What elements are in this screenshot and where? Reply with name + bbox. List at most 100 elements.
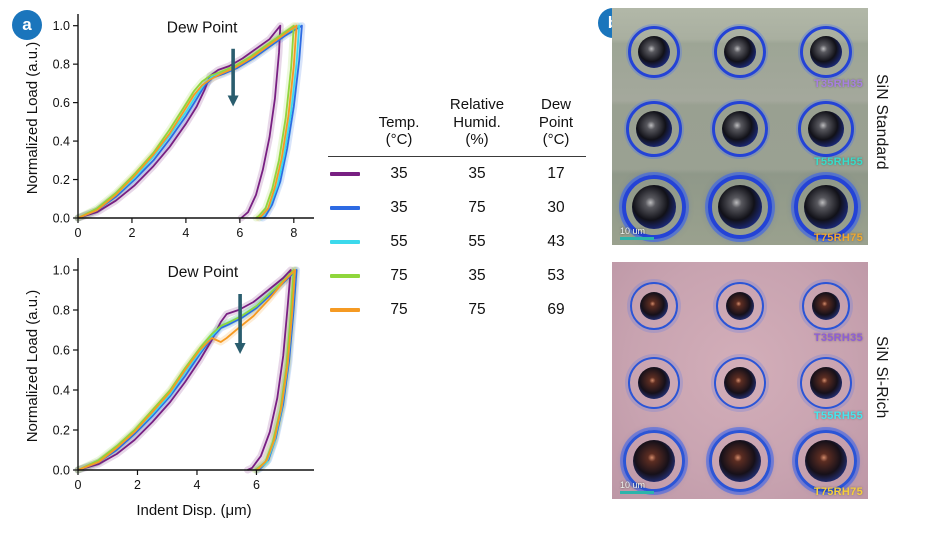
x-axis-title: Indent Disp. (μm) <box>136 502 251 519</box>
y-tick-label: 1.0 <box>53 19 70 33</box>
indent-site-ring <box>626 101 682 157</box>
legend-row: 55 55 43 <box>328 225 586 259</box>
temp-value: 55 <box>390 233 408 251</box>
temp-value: 75 <box>390 267 408 285</box>
indent-site-ring <box>630 282 678 330</box>
indent-crater <box>812 292 840 320</box>
y-axis-title: Normalized Load (a.u.) <box>24 42 41 195</box>
side-label-sin-si-rich: SiN Si-Rich <box>873 336 890 419</box>
x-tick-label: 4 <box>182 226 189 240</box>
indent-crater <box>810 367 842 399</box>
micrograph-sin-standard: 10 um T35RH35 T55RH55 T75RH75 <box>612 8 868 245</box>
y-tick-label: 0.0 <box>53 463 70 477</box>
legend-row: 75 35 53 <box>328 259 586 293</box>
y-tick-label: 0.6 <box>53 343 70 357</box>
dewpoint-value: 43 <box>547 233 565 251</box>
scale-bar-label: 10 um <box>620 480 646 490</box>
y-tick-label: 1.0 <box>53 263 70 277</box>
dew-point-annotation: Dew Point <box>167 19 238 36</box>
series-line-T35RH75 <box>77 24 303 219</box>
humidity-value: 75 <box>468 301 486 319</box>
indent-site-ring <box>798 101 854 157</box>
legend-header-row: Temp. (°C) Relative Humid. (%) Dew Point… <box>328 96 586 158</box>
x-tick-label: 2 <box>134 478 141 492</box>
series-swatch <box>330 274 360 278</box>
indent-site-ring <box>802 282 850 330</box>
y-axis-title: Normalized Load (a.u.) <box>24 290 41 443</box>
y-tick-label: 0.8 <box>53 303 70 317</box>
indent-crater <box>632 185 676 229</box>
humidity-value: 35 <box>468 165 486 183</box>
x-tick-label: 0 <box>75 478 82 492</box>
indent-site-ring <box>795 430 857 492</box>
indent-crater <box>638 367 670 399</box>
y-tick-label: 0.2 <box>53 173 70 187</box>
indent-crater <box>718 185 762 229</box>
indent-site-ring <box>628 357 680 409</box>
dewpoint-value: 69 <box>547 301 565 319</box>
indent-crater <box>636 111 672 147</box>
indent-crater <box>719 440 761 482</box>
series-swatch <box>330 172 360 176</box>
indent-site-ring <box>714 357 766 409</box>
indent-site-ring <box>623 430 685 492</box>
scale-bar-line <box>620 237 654 240</box>
humidity-value: 35 <box>468 267 486 285</box>
condition-label: T75RH75 <box>813 232 863 244</box>
side-label-sin-standard: SiN Standard <box>873 74 890 170</box>
micrograph-sin-si-rich: 10 um T35RH35 T55RH55 T75RH75 <box>612 262 868 499</box>
legend-header-humidity: Relative Humid. (%) <box>449 96 505 149</box>
x-tick-label: 8 <box>290 226 297 240</box>
indent-site-ring <box>709 430 771 492</box>
series-swatch <box>330 206 360 210</box>
x-tick-label: 4 <box>193 478 200 492</box>
dewpoint-value: 17 <box>547 165 565 183</box>
indent-site-ring <box>716 282 764 330</box>
legend-header-temp: Temp. (°C) <box>378 113 420 149</box>
temp-value: 75 <box>390 301 408 319</box>
dewpoint-value: 30 <box>547 199 565 217</box>
dewpoint-value: 53 <box>547 267 565 285</box>
indent-site-ring <box>712 101 768 157</box>
legend-table: Temp. (°C) Relative Humid. (%) Dew Point… <box>328 96 586 327</box>
indent-site-ring <box>708 175 772 239</box>
y-tick-label: 0.4 <box>53 383 70 397</box>
y-tick-label: 0.0 <box>53 211 70 225</box>
indent-crater <box>722 111 758 147</box>
y-tick-label: 0.2 <box>53 423 70 437</box>
indent-crater <box>810 36 842 68</box>
indent-crater <box>638 36 670 68</box>
indent-crater <box>724 367 756 399</box>
indent-crater <box>724 36 756 68</box>
legend-row: 35 35 17 <box>328 157 586 191</box>
y-tick-label: 0.4 <box>53 134 70 148</box>
indent-site-ring <box>622 175 686 239</box>
condition-label: T75RH75 <box>813 486 863 498</box>
condition-label: T55RH55 <box>813 156 863 168</box>
indent-site-ring <box>714 26 766 78</box>
indent-crater <box>640 292 668 320</box>
indent-site-ring <box>628 26 680 78</box>
condition-label: T35RH35 <box>813 332 863 344</box>
indent-crater <box>633 440 675 482</box>
humidity-value: 55 <box>468 233 486 251</box>
x-tick-label: 6 <box>253 478 260 492</box>
indent-site-ring <box>794 175 858 239</box>
y-tick-label: 0.8 <box>53 57 70 71</box>
x-tick-label: 0 <box>75 226 82 240</box>
load-displacement-chart-bottom: 0 2 4 6 0.0 0.2 0.4 0.6 0.8 1.0 Normalized Load (a… <box>24 258 314 519</box>
indent-crater <box>805 440 847 482</box>
legend-header-dewpoint: Dew Point (°C) <box>538 96 574 149</box>
series-swatch <box>330 308 360 312</box>
load-displacement-chart-top: 0 2 4 6 8 0.0 0.2 0.4 0.6 0.8 1.0 Normalized Load (… <box>24 14 314 240</box>
legend-row: 75 75 69 <box>328 293 586 327</box>
humidity-value: 75 <box>468 199 486 217</box>
scale-bar: 10 um <box>620 226 654 240</box>
scale-bar-label: 10 um <box>620 226 646 236</box>
dew-point-arrow-head <box>227 95 239 107</box>
indent-crater <box>804 185 848 229</box>
scale-bar: 10 um <box>620 480 654 494</box>
y-tick-label: 0.6 <box>53 96 70 110</box>
series-swatch <box>330 240 360 244</box>
dew-point-annotation: Dew Point <box>168 264 239 281</box>
